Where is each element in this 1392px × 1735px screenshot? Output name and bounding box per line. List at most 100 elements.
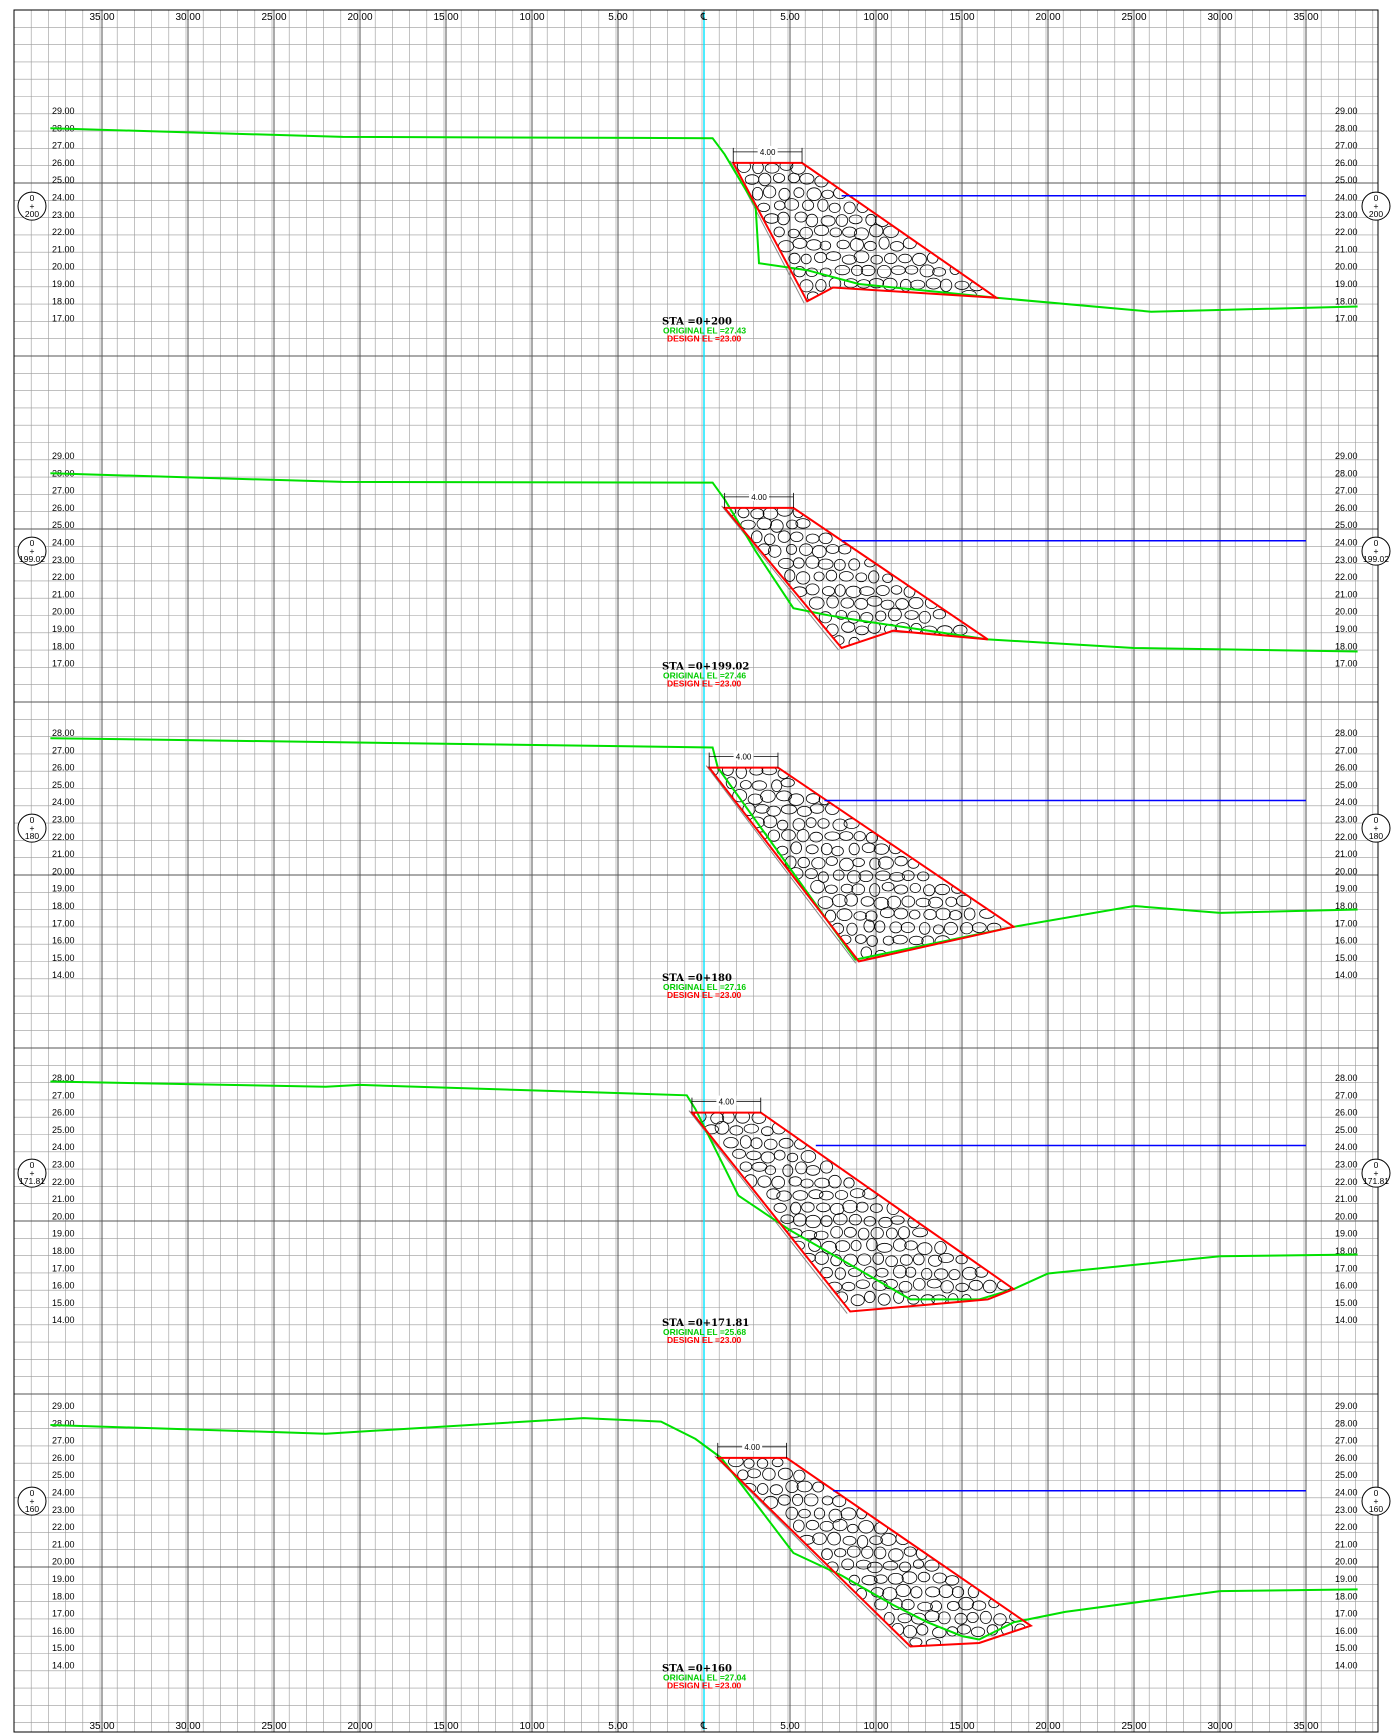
riprap-stone [743, 1123, 759, 1134]
riprap-stone [912, 252, 927, 266]
x-axis-label: 35.00 [1293, 12, 1318, 23]
riprap-stone [890, 585, 903, 595]
excavation-line [705, 765, 857, 964]
section-4: 29.00 29.00 28.00 28.00 27.00 27.00 26.00 26.00… [17, 1401, 1391, 1691]
riprap-stone [832, 1495, 847, 1508]
elevation-label-left: 16.00 [52, 1281, 75, 1291]
riprap-stone [921, 1268, 933, 1280]
original-ground-line [50, 1080, 1358, 1301]
riprap-stone [846, 1545, 861, 1558]
riprap-stones [724, 507, 968, 649]
riprap-stone [838, 571, 854, 582]
riprap-stone [787, 228, 800, 239]
elevation-label-right: 29.00 [1335, 1401, 1358, 1411]
riprap-stone [800, 253, 812, 265]
riprap-stone [875, 610, 887, 622]
riprap-stone [758, 172, 772, 187]
design-elevation-label: DESIGN EL =23.00 [667, 334, 742, 344]
x-axis-label: 15.00 [433, 12, 458, 23]
riprap-stone [897, 1226, 911, 1240]
riprap-stone [943, 921, 958, 935]
elevation-label-left: 20.00 [52, 1211, 75, 1221]
original-ground-line [50, 737, 1358, 961]
riprap-stone [846, 870, 862, 884]
riprap-stone [887, 1573, 904, 1585]
riprap-stone [875, 585, 890, 596]
riprap-stone [782, 1164, 794, 1177]
riprap-stone [889, 872, 905, 882]
riprap-stone [900, 922, 915, 934]
riprap-stone [970, 1626, 986, 1638]
elevation-label-right: 27.00 [1335, 141, 1358, 151]
riprap-stone [924, 1610, 940, 1623]
riprap-stone [966, 1612, 979, 1624]
riprap-stone [919, 922, 931, 935]
station-bubble-sep: + [30, 823, 35, 833]
riprap-stone [954, 280, 970, 290]
riprap-stone [958, 1596, 974, 1611]
riprap-stone [723, 1137, 739, 1149]
riprap-stone [915, 897, 931, 908]
riprap-stone [924, 1559, 940, 1572]
riprap-stone [928, 896, 944, 909]
elevation-label-right: 16.00 [1335, 1626, 1358, 1636]
riprap-stone [809, 803, 825, 814]
elevation-label-left: 16.00 [52, 936, 75, 946]
riprap-stone [769, 519, 784, 533]
riprap-stone [908, 597, 924, 610]
riprap-stone [812, 1532, 827, 1545]
riprap-stone [854, 598, 869, 610]
riprap-stone [777, 1494, 791, 1506]
riprap-stone [792, 557, 805, 569]
riprap-stone [792, 1190, 809, 1201]
station-bubble-sep: + [1374, 823, 1379, 833]
riprap-stone [806, 239, 822, 251]
elevation-label-left: 26.00 [52, 503, 75, 513]
riprap-stone [853, 831, 866, 842]
riprap-stone [882, 573, 893, 584]
riprap-stone [828, 1508, 843, 1523]
elevation-label-left: 22.00 [52, 227, 75, 237]
riprap-stone [868, 278, 885, 289]
design-section [715, 1456, 1034, 1648]
riprap-stone [854, 934, 867, 944]
riprap-stone [955, 1254, 968, 1265]
original-ground-line [50, 1417, 1358, 1641]
elevation-label-right: 14.00 [1335, 1661, 1358, 1671]
riprap-stone [751, 780, 767, 791]
riprap-stone [722, 767, 734, 776]
station-bubble-top: 0 [1374, 538, 1379, 548]
elevation-label-right: 23.00 [1335, 815, 1358, 825]
station-bubble-left: 0+160 [17, 1486, 47, 1516]
elevation-label-left: 18.00 [52, 296, 75, 306]
riprap-stone [861, 1546, 874, 1559]
riprap-stone [878, 856, 894, 870]
elevation-label-left: 21.00 [52, 589, 75, 599]
riprap-stone [821, 1548, 833, 1560]
riprap-stone [940, 1280, 954, 1294]
riprap-stone [895, 598, 909, 610]
riprap-stone [934, 1241, 947, 1255]
riprap-stone [957, 1624, 971, 1635]
riprap-stone [761, 767, 777, 776]
elevation-label-right: 20.00 [1335, 1211, 1358, 1221]
riprap-stone [832, 1518, 848, 1532]
riprap-stone [874, 920, 886, 933]
station-bubble-left: 0+200 [17, 191, 47, 221]
riprap-stone [773, 226, 785, 238]
riprap-stone [836, 908, 853, 921]
elevation-label-right: 15.00 [1335, 1643, 1358, 1653]
riprap-stone [893, 907, 909, 920]
riprap-stone [993, 1613, 1007, 1626]
x-axis-label: 25.00 [1121, 12, 1146, 23]
riprap-stone [901, 1571, 918, 1584]
riprap-stone [785, 1480, 799, 1493]
riprap-stone [933, 924, 944, 935]
station-bubble-bottom: 200 [25, 209, 39, 219]
riprap-stone [844, 893, 858, 907]
riprap-stone [811, 857, 826, 870]
elevation-label-right: 19.00 [1335, 624, 1358, 634]
station-bubble-top: 0 [1374, 815, 1379, 825]
station-bubble-sep: + [30, 1168, 35, 1178]
